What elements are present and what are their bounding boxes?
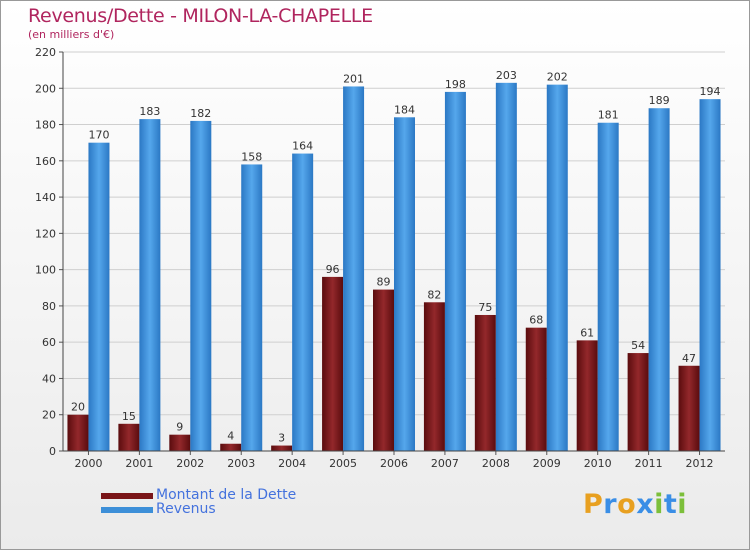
bar-revenus — [495, 82, 517, 451]
bar-dette — [678, 365, 700, 451]
bar-dette — [373, 289, 394, 451]
logo-letter: i — [677, 489, 688, 520]
legend-swatch-revenus — [101, 507, 153, 513]
data-label: 89 — [377, 276, 391, 289]
y-tick-label: 140 — [35, 191, 56, 204]
bar-dette — [423, 302, 445, 451]
proxiti-logo: Proxiti — [583, 489, 687, 520]
data-label: 181 — [598, 109, 619, 122]
bar-revenus — [597, 122, 619, 452]
x-tick-label: 2002 — [176, 457, 204, 470]
data-label: 3 — [278, 432, 285, 445]
x-tick-label: 2005 — [329, 457, 357, 470]
bar-dette — [322, 276, 344, 451]
y-tick-label: 60 — [42, 336, 56, 349]
bar-revenus — [648, 108, 670, 452]
logo-letter: i — [654, 489, 664, 520]
x-tick-label: 2001 — [125, 457, 153, 470]
bar-revenus — [190, 120, 212, 451]
x-tick-label: 2000 — [74, 457, 102, 470]
data-label: 82 — [427, 288, 441, 301]
data-label: 182 — [190, 107, 211, 120]
logo-letter: t — [663, 489, 678, 520]
bar-dette — [576, 340, 598, 451]
y-tick-label: 160 — [35, 155, 56, 168]
legend-swatch-dette — [101, 493, 153, 499]
bar-dette — [118, 423, 140, 451]
data-label: 158 — [241, 150, 262, 163]
y-tick-label: 200 — [35, 82, 56, 95]
y-tick-label: 20 — [42, 409, 56, 422]
bar-dette — [220, 443, 242, 451]
bar-dette — [474, 314, 496, 451]
data-label: 203 — [496, 69, 517, 82]
logo-letter: P — [583, 489, 604, 520]
data-label: 184 — [394, 103, 415, 116]
bar-revenus — [292, 153, 314, 451]
x-tick-label: 2011 — [635, 457, 663, 470]
bar-revenus — [139, 119, 161, 451]
legend-label-dette: Montant de la Dette — [156, 487, 297, 503]
data-label: 4 — [227, 430, 234, 443]
bar-revenus — [444, 91, 466, 452]
bar-dette — [271, 445, 293, 451]
data-label: 164 — [292, 140, 313, 153]
x-tick-label: 2010 — [584, 457, 612, 470]
x-tick-label: 2004 — [278, 457, 306, 470]
x-tick-label: 2006 — [380, 457, 408, 470]
bar-dette — [169, 434, 191, 451]
legend-label-revenus: Revenus — [156, 501, 216, 517]
bar-revenus — [88, 142, 110, 451]
data-label: 47 — [682, 352, 696, 365]
data-label: 201 — [343, 72, 364, 85]
bar-dette — [525, 327, 547, 451]
logo-letter: r — [603, 489, 618, 520]
labels-layer: 20 170 15 183 9 182 4 158 3 164 96 201 89 184 82 198 75 2… — [71, 69, 721, 445]
logo-letter: x — [636, 489, 655, 520]
data-label: 75 — [478, 301, 492, 314]
y-tick-label: 80 — [42, 300, 56, 313]
bar-revenus — [241, 164, 263, 452]
data-label: 194 — [700, 85, 721, 98]
data-label: 202 — [547, 71, 568, 84]
data-label: 189 — [649, 94, 670, 107]
data-label: 68 — [529, 314, 543, 327]
data-label: 61 — [580, 326, 594, 339]
bar-dette — [627, 353, 649, 451]
data-label: 198 — [445, 78, 466, 91]
chart-subtitle: (en milliers d'€) — [28, 28, 115, 41]
x-tick-label: 2012 — [686, 457, 714, 470]
logo-letter: o — [617, 489, 637, 520]
data-label: 15 — [122, 410, 136, 423]
data-label: 20 — [71, 401, 85, 414]
x-tick-label: 2003 — [227, 457, 255, 470]
y-tick-label: 40 — [42, 372, 56, 385]
x-tick-label: 2008 — [482, 457, 510, 470]
bar-revenus — [699, 99, 721, 452]
bar-revenus — [394, 117, 415, 452]
y-tick-label: 120 — [35, 227, 56, 240]
data-label: 183 — [139, 105, 160, 118]
bar-revenus — [343, 86, 365, 451]
data-label: 96 — [326, 263, 340, 276]
x-tick-label: 2007 — [431, 457, 459, 470]
bars-layer — [67, 82, 721, 452]
data-label: 170 — [88, 129, 109, 142]
data-label: 54 — [631, 339, 645, 352]
y-tick-label: 100 — [35, 264, 56, 277]
y-tick-label: 220 — [35, 46, 56, 59]
y-tick-label: 180 — [35, 119, 56, 132]
chart-title: Revenus/Dette - MILON-LA-CHAPELLE — [28, 5, 373, 27]
bar-revenus — [546, 84, 568, 452]
bar-dette — [67, 414, 89, 451]
data-label: 9 — [176, 421, 183, 434]
x-tick-label: 2009 — [533, 457, 561, 470]
y-tick-label: 0 — [49, 445, 56, 458]
